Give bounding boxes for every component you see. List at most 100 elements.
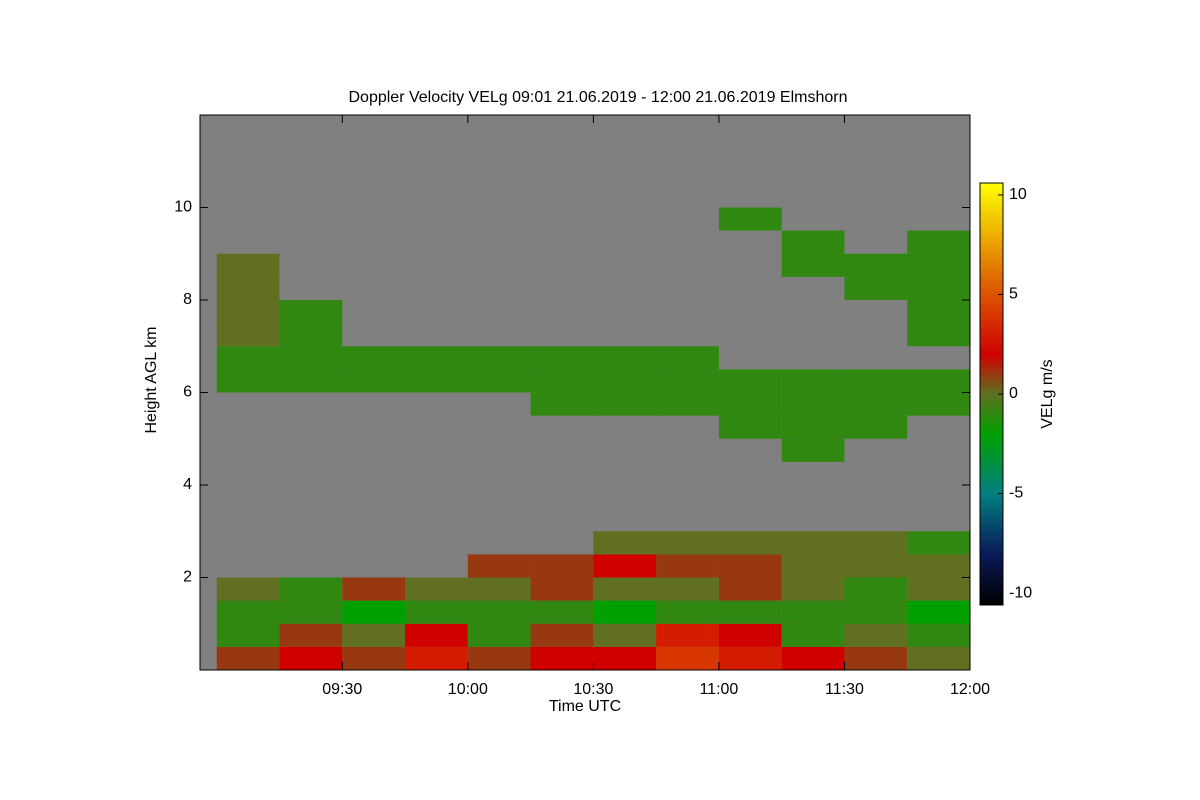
cell xyxy=(844,623,908,647)
cell xyxy=(216,253,280,277)
cell xyxy=(844,577,908,601)
cell xyxy=(405,600,468,624)
x-tick-label: 12:00 xyxy=(950,681,990,698)
cell xyxy=(781,230,845,254)
y-tick-label: 8 xyxy=(183,291,192,308)
cell xyxy=(781,646,845,670)
y-tick-label: 4 xyxy=(183,476,192,493)
cell xyxy=(593,392,657,416)
x-tick-label: 10:00 xyxy=(448,681,488,698)
cell xyxy=(279,369,343,393)
cell xyxy=(279,577,343,601)
cell xyxy=(844,253,908,277)
cell xyxy=(907,623,970,647)
cell xyxy=(467,646,531,670)
cell xyxy=(718,207,782,231)
cell xyxy=(216,346,280,370)
cell xyxy=(718,623,782,647)
cell xyxy=(781,623,845,647)
cell xyxy=(216,646,280,670)
cell xyxy=(405,577,468,601)
cell xyxy=(781,392,845,416)
cell xyxy=(718,646,782,670)
cell xyxy=(907,392,970,416)
cell xyxy=(405,646,468,670)
x-tick-label: 10:30 xyxy=(573,681,613,698)
cell xyxy=(656,346,719,370)
cell xyxy=(907,369,970,393)
cell xyxy=(656,600,719,624)
cell xyxy=(279,623,343,647)
cell xyxy=(907,276,970,300)
cell xyxy=(593,369,657,393)
cell xyxy=(216,577,280,601)
cell xyxy=(781,531,845,555)
cell xyxy=(467,623,531,647)
cell xyxy=(907,531,970,555)
cell xyxy=(781,369,845,393)
cell xyxy=(844,369,908,393)
cell xyxy=(718,369,782,393)
cell xyxy=(844,600,908,624)
cell xyxy=(907,646,970,670)
cell xyxy=(530,646,594,670)
cell xyxy=(781,577,845,601)
cell xyxy=(781,438,845,462)
colorbar-tick-label: 10 xyxy=(1009,186,1027,203)
cell xyxy=(656,623,719,647)
cell xyxy=(405,346,468,370)
cell xyxy=(718,554,782,578)
cell xyxy=(781,600,845,624)
cell xyxy=(907,300,970,324)
cell xyxy=(342,623,406,647)
cell xyxy=(656,531,719,555)
x-axis-label: Time UTC xyxy=(549,698,621,715)
cell xyxy=(216,600,280,624)
cell xyxy=(907,323,970,347)
cell xyxy=(216,623,280,647)
cell xyxy=(907,554,970,578)
cell xyxy=(279,646,343,670)
cell xyxy=(656,646,719,670)
x-tick-label: 09:30 xyxy=(322,681,362,698)
x-tick-label: 11:30 xyxy=(825,681,864,698)
cell xyxy=(530,369,594,393)
cell xyxy=(781,415,845,439)
cell xyxy=(342,600,406,624)
cell xyxy=(279,300,343,324)
cell xyxy=(593,600,657,624)
cell xyxy=(844,415,908,439)
cell xyxy=(718,600,782,624)
cell xyxy=(530,577,594,601)
y-tick-label: 2 xyxy=(183,569,192,586)
cell xyxy=(844,276,908,300)
y-axis-label: Height AGL km xyxy=(143,326,160,433)
cell xyxy=(530,392,594,416)
y-tick-label: 10 xyxy=(174,199,192,216)
cell xyxy=(656,554,719,578)
cell xyxy=(467,346,531,370)
cell xyxy=(907,253,970,277)
cell xyxy=(781,554,845,578)
colorbar-tick-label: -5 xyxy=(1009,485,1023,502)
cell xyxy=(844,392,908,416)
cell xyxy=(907,600,970,624)
cell xyxy=(216,276,280,300)
cell xyxy=(656,392,719,416)
cell xyxy=(467,600,531,624)
cell xyxy=(342,577,406,601)
colorbar-tick-label: 5 xyxy=(1009,286,1018,303)
cell xyxy=(405,623,468,647)
cell xyxy=(907,577,970,601)
cell xyxy=(405,369,468,393)
cell xyxy=(342,369,406,393)
chart-title: Doppler Velocity VELg 09:01 21.06.2019 -… xyxy=(348,89,847,106)
cell xyxy=(844,554,908,578)
cell xyxy=(467,554,531,578)
cell xyxy=(844,531,908,555)
cell xyxy=(718,531,782,555)
colorbar-tick-label: -10 xyxy=(1009,584,1032,601)
cell xyxy=(718,415,782,439)
cell xyxy=(342,646,406,670)
